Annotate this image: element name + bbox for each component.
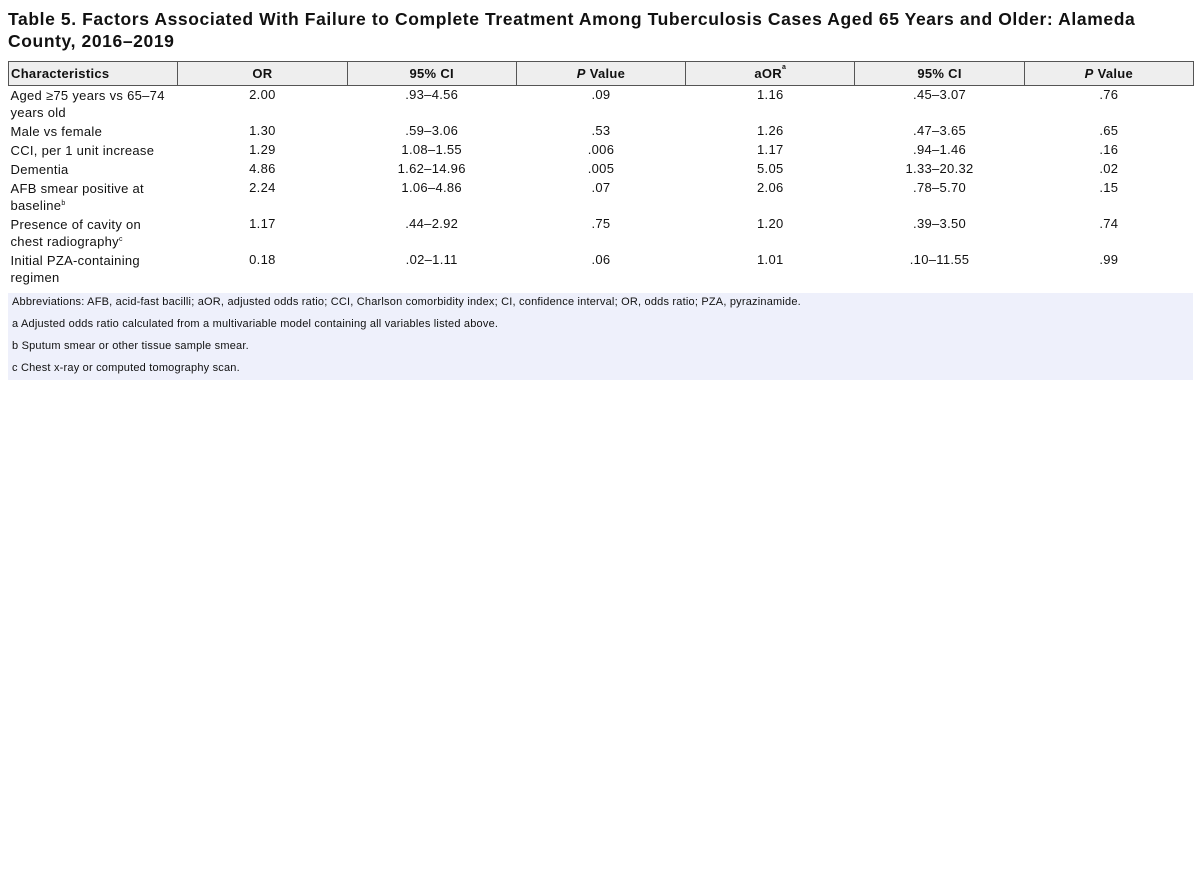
table-row: Male vs female 1.30 .59–3.06 .53 1.26 .47–3.6… [9,122,1194,141]
table-row: Dementia 4.86 1.62–14.96 .005 5.05 1.33–20.32… [9,160,1194,179]
header-text: 95% CI [917,66,962,81]
cell: 1.17 [757,142,784,157]
cell: .006 [587,142,615,157]
table-title: Table 5. Factors Associated With Failure… [8,9,1136,51]
cell: .94–1.46 [913,142,967,157]
row-label: Dementia [9,160,178,179]
cell: .06 [591,252,611,267]
header-text: 95% CI [409,66,454,81]
cell: .45–3.07 [913,87,967,102]
footnote: a Adjusted odds ratio calculated from a … [12,318,499,330]
characteristic: Presence of cavity on chest radiography [10,217,142,249]
column-header: 95% CI [854,61,1025,86]
characteristic: AFB smear positive at baseline [10,181,144,213]
cell: 1.06–4.86 [401,180,462,195]
column-header: P Value [515,61,687,86]
cell: 1.62–14.96 [397,161,466,176]
cell: .78–5.70 [913,180,967,195]
cell: 1.16 [757,87,784,102]
row-label: CCI, per 1 unit increase [9,141,178,160]
table-row: AFB smear positive at baselineb 2.24 1.06–… [9,179,1194,215]
characteristic: Aged ≥75 years vs 65–74 years old [10,88,165,120]
column-header: P Value [1023,61,1195,86]
cell: .93–4.56 [405,87,459,102]
cell: .75 [591,216,611,231]
footnote: Abbreviations: AFB, acid-fast bacilli; a… [12,296,801,308]
cell: .59–3.06 [405,123,459,138]
characteristic: Initial PZA-containing regimen [10,253,140,285]
cell: 2.00 [249,87,276,102]
footnote-mark: b [61,200,66,207]
cell: 1.08–1.55 [401,142,462,157]
cell: .02 [1099,161,1119,176]
cell: .39–3.50 [913,216,967,231]
cell: 1.29 [249,142,276,157]
header-row: Characteristics OR 95% CI P Value aORa 95% CI… [7,61,1195,86]
header-text: Characteristics [11,66,110,81]
characteristic: Male vs female [10,124,103,139]
cell: .76 [1099,87,1119,102]
footnote: c Chest x-ray or computed tomography sca… [12,362,240,374]
results-table: Characteristics OR 95% CI P Value aORa 95% CI… [7,61,1195,288]
cell: .15 [1099,180,1119,195]
footnote-mark: c [118,236,123,243]
cell: .02–1.11 [405,252,458,267]
header-text: aOR [754,66,782,81]
header-text: Value [589,66,626,81]
table-row: Aged ≥75 years vs 65–74 years old 2.00 .93… [9,86,1194,123]
cell: 1.26 [757,123,784,138]
footnote: b Sputum smear or other tissue sample sm… [12,340,249,352]
table-row: CCI, per 1 unit increase 1.29 1.08–1.55 .00… [9,141,1194,160]
cell: .44–2.92 [405,216,459,231]
cell: 2.24 [249,180,276,195]
row-label: Presence of cavity on chest radiographyc [9,215,178,251]
cell: .53 [591,123,611,138]
row-label: Aged ≥75 years vs 65–74 years old [9,86,178,123]
cell: 0.18 [249,252,276,267]
cell: .10–11.55 [909,252,970,267]
table-row: Initial PZA-containing regimen 0.18 .02–1.… [9,251,1194,287]
cell: 2.06 [757,180,784,195]
cell: .07 [591,180,611,195]
characteristic: CCI, per 1 unit increase [10,143,155,158]
cell: 5.05 [757,161,784,176]
row-label: Male vs female [9,122,178,141]
cell: .005 [587,161,615,176]
column-header: aORa [685,61,856,86]
cell: 1.33–20.32 [905,161,974,176]
characteristic: Dementia [10,162,69,177]
cell: 1.30 [249,123,276,138]
header-italic: P [576,66,586,81]
footnote-mark: a [781,64,787,71]
row-label: Initial PZA-containing regimen [9,251,178,287]
header-text: Value [1097,66,1134,81]
column-header: Characteristics [7,61,179,86]
cell: .47–3.65 [913,123,967,138]
table-body: Aged ≥75 years vs 65–74 years old 2.00 .93… [9,86,1194,288]
column-header: OR [177,61,348,86]
header-text: OR [252,66,273,81]
cell: 1.01 [757,252,784,267]
column-header: 95% CI [346,61,517,86]
cell: 4.86 [249,161,276,176]
cell: .65 [1099,123,1119,138]
header-italic: P [1084,66,1094,81]
row-label: AFB smear positive at baselineb [9,179,178,215]
cell: .09 [591,87,611,102]
cell: .16 [1099,142,1119,157]
cell: 1.17 [249,216,276,231]
cell: .99 [1099,252,1119,267]
footnotes: Abbreviations: AFB, acid-fast bacilli; a… [8,293,1193,380]
cell: 1.20 [757,216,784,231]
table-row: Presence of cavity on chest radiographyc… [9,215,1194,251]
cell: .74 [1099,216,1119,231]
